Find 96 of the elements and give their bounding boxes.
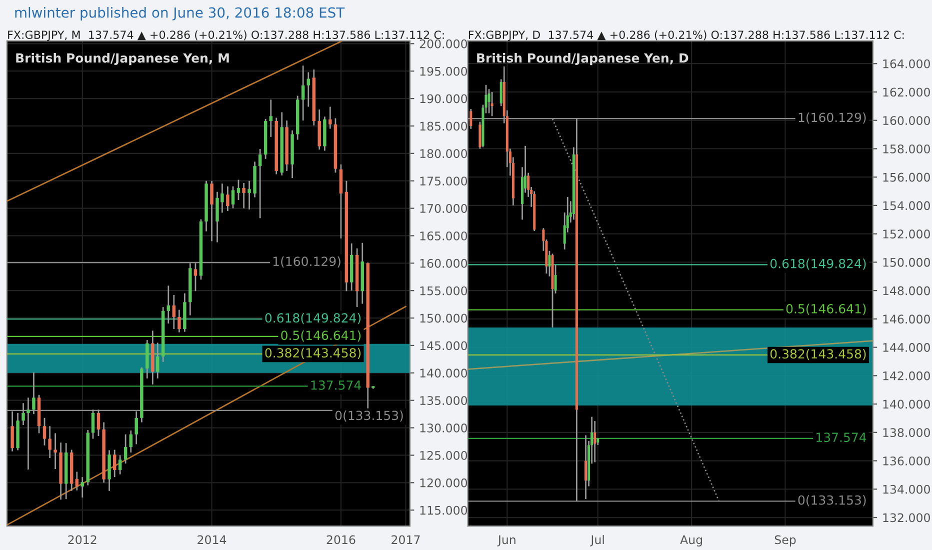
ref-line-label: 137.574 xyxy=(311,380,361,390)
ref-line-label: 0(133.153) xyxy=(798,495,866,506)
y-tick-label: 150.000 xyxy=(883,258,930,267)
ref-line-label: 0.618(149.824) xyxy=(265,312,361,324)
y-tick-label: 138.000 xyxy=(883,428,930,438)
candlestick xyxy=(231,186,235,209)
y-tick-label: 190.000 xyxy=(420,94,468,104)
y-tick-label: 130.000 xyxy=(420,424,468,432)
y-tick-label: 155.000 xyxy=(420,286,468,296)
y-tick-label: 150.000 xyxy=(420,314,468,323)
y-tick-label: 136.000 xyxy=(883,456,930,466)
candlestick xyxy=(134,410,138,445)
ref-line-label: 0.382(143.458) xyxy=(770,348,866,360)
candlestick xyxy=(594,420,596,463)
candlestick xyxy=(80,476,84,498)
candlestick xyxy=(210,180,214,242)
candlestick xyxy=(226,186,230,212)
x-tick-label: Jun xyxy=(497,535,516,546)
y-tick-label: 142.000 xyxy=(883,371,930,380)
candlestick xyxy=(269,98,272,138)
chart-title: FX:GBPJPY, D 137.574 ▲ +0.286 (+0.21%) O:137.288 H:137.586 L:137.112 C: xyxy=(468,30,904,42)
y-tick-label: 140.000 xyxy=(420,368,468,378)
text: mlwinter published on June 30, 2016 18:08 EST xyxy=(15,7,345,20)
y-tick-label: 144.000 xyxy=(883,343,930,352)
candlestick xyxy=(96,408,100,437)
candlestick xyxy=(301,64,305,122)
y-tick-label: 146.000 xyxy=(883,314,930,324)
candlestick xyxy=(22,402,25,426)
y-tick-label: 125.000 xyxy=(420,450,468,460)
y-tick-label: 160.000 xyxy=(883,116,930,126)
candlestick xyxy=(548,250,551,278)
candlestick xyxy=(236,179,240,201)
y-tick-label: 134.000 xyxy=(883,484,930,494)
y-tick-label: 195.000 xyxy=(420,66,468,76)
ref-line-label: 0.5(146.641) xyxy=(281,330,361,342)
ref-line-label: 0.5(146.641) xyxy=(786,304,866,315)
candlestick xyxy=(10,410,14,452)
candlestick xyxy=(124,434,128,464)
candlestick xyxy=(248,180,251,210)
candlestick xyxy=(32,372,36,415)
x-tick-label: 2017 xyxy=(392,535,420,544)
y-tick-label: 160.000 xyxy=(420,258,468,268)
y-tick-label: 158.000 xyxy=(883,144,930,154)
x-tick-label: Aug xyxy=(680,535,702,546)
candlestick xyxy=(470,108,472,130)
y-tick-label: 162.000 xyxy=(883,88,930,97)
y-tick-label: 145.000 xyxy=(420,341,468,350)
candlestick xyxy=(118,454,122,476)
ref-line-label: 0.618(149.824) xyxy=(770,258,866,270)
candlestick xyxy=(54,432,57,470)
y-tick-label: 165.000 xyxy=(420,231,468,240)
candlestick xyxy=(194,262,198,292)
y-tick-label: 170.000 xyxy=(420,204,468,213)
y-tick-label: 180.000 xyxy=(420,149,468,158)
candlestick xyxy=(42,417,46,446)
candlestick xyxy=(75,471,79,492)
y-tick-label: 156.000 xyxy=(883,172,930,182)
candlestick xyxy=(178,309,181,334)
text: British Pound/Japanese Yen, M xyxy=(16,53,229,66)
y-tick-label: 120.000 xyxy=(420,478,468,488)
ref-line-label: 0.382(143.458) xyxy=(265,348,361,360)
candlestick xyxy=(258,148,262,219)
x-tick-label: 2014 xyxy=(198,535,226,544)
y-tick-label: 175.000 xyxy=(420,176,468,186)
candlestick xyxy=(488,88,490,114)
text: British Pound/Japanese Yen, D xyxy=(477,53,688,66)
x-tick-label: 2016 xyxy=(326,535,356,544)
ref-line-label: 1(160.129) xyxy=(798,112,866,124)
candlestick xyxy=(91,408,95,440)
x-tick-label: 2012 xyxy=(68,535,96,544)
candlestick xyxy=(48,425,52,459)
candlestick xyxy=(166,284,170,324)
candlestick xyxy=(26,396,30,470)
candlestick xyxy=(156,342,160,380)
x-tick-label: Sep xyxy=(774,535,796,546)
y-tick-label: 185.000 xyxy=(420,122,468,131)
candlestick xyxy=(328,106,332,130)
y-tick-label: 115.000 xyxy=(420,506,468,515)
x-tick-label: Jul xyxy=(590,535,604,546)
y-tick-label: 148.000 xyxy=(883,286,930,296)
y-tick-label: 140.000 xyxy=(883,400,930,409)
y-tick-label: 200.000 xyxy=(420,39,468,48)
y-tick-label: 135.000 xyxy=(420,396,468,406)
y-tick-label: 132.000 xyxy=(883,513,930,522)
ref-line-label: 0(133.153) xyxy=(335,410,403,422)
y-tick-label: 154.000 xyxy=(883,201,930,210)
y-tick-label: 164.000 xyxy=(883,59,930,68)
ref-line-label: 1(160.129) xyxy=(273,256,340,268)
candlestick xyxy=(129,430,132,454)
candlestick xyxy=(242,182,246,209)
candlestick xyxy=(306,72,310,108)
y-tick-label: 152.000 xyxy=(883,230,930,238)
ref-line-label: 137.574 xyxy=(816,432,866,442)
candlestick xyxy=(172,294,176,330)
candlestick xyxy=(584,434,588,500)
candlestick xyxy=(112,449,116,478)
